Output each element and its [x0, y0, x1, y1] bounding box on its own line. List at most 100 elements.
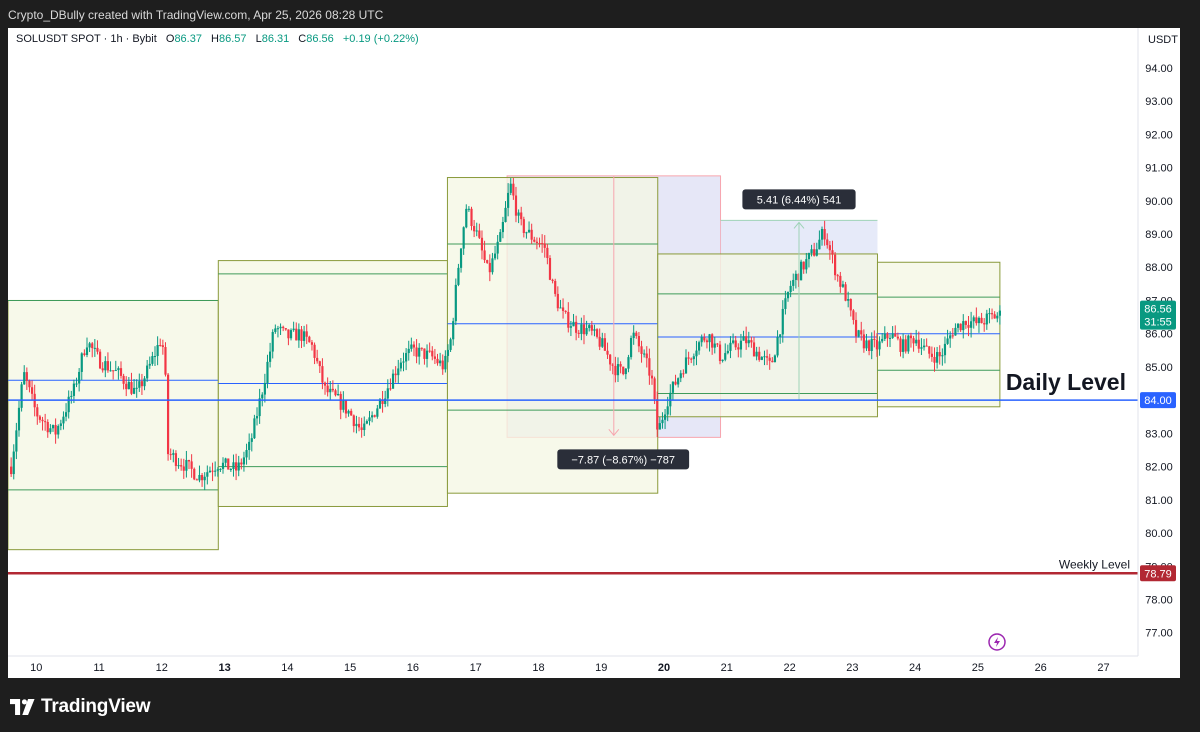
- candle-body: [195, 479, 198, 481]
- candle-body: [425, 350, 429, 359]
- candle-body: [258, 398, 261, 417]
- candle-body: [38, 416, 42, 420]
- candle-body: [912, 338, 915, 344]
- candle-body: [138, 381, 141, 388]
- tradingview-logo[interactable]: TradingView: [10, 696, 151, 718]
- candle-body: [556, 293, 559, 309]
- y-tick-label: 92.00: [1145, 129, 1173, 141]
- candle-body: [909, 335, 913, 339]
- x-tick-label: 18: [532, 662, 544, 674]
- y-tick-label: 91.00: [1145, 163, 1173, 175]
- candle-body: [765, 356, 769, 358]
- short-measure-arrowhead: [608, 429, 620, 437]
- candle-body: [546, 247, 549, 259]
- candle-body: [844, 284, 847, 301]
- price-chart[interactable]: −7.87 (−8.67%) −787 5.41 (6.44%) 541 Daily…: [8, 28, 1180, 678]
- candle-body: [881, 338, 884, 342]
- candle-body: [899, 338, 902, 352]
- candle-body: [221, 462, 225, 469]
- candle-body: [405, 353, 408, 362]
- candle-body: [248, 441, 251, 451]
- candle-body: [794, 273, 797, 280]
- candle-body: [180, 465, 183, 467]
- candle-body: [527, 229, 531, 233]
- candle-body: [263, 382, 266, 395]
- candle-body: [316, 357, 319, 362]
- candle-body: [522, 219, 525, 233]
- candle-body: [907, 335, 910, 352]
- candle-body: [697, 342, 701, 351]
- candle-body: [151, 356, 154, 364]
- candle-body: [512, 183, 515, 196]
- candle-body: [640, 346, 643, 354]
- candle-body: [44, 421, 47, 423]
- candle-body: [569, 326, 573, 328]
- candle-body: [700, 337, 703, 343]
- candle-body: [389, 388, 392, 390]
- candle-body: [329, 388, 332, 393]
- candle-body: [679, 373, 682, 379]
- candle-body: [439, 360, 442, 364]
- candle-body: [282, 326, 285, 329]
- candle-body: [501, 222, 504, 233]
- candle-body: [533, 239, 536, 242]
- candle-body: [789, 285, 792, 293]
- candle-body: [731, 340, 735, 343]
- candle-body: [993, 314, 996, 319]
- candle-body: [656, 399, 659, 430]
- candle-body: [894, 333, 897, 337]
- candle-body: [577, 332, 580, 334]
- candle-body: [739, 340, 743, 350]
- candle-body: [786, 292, 790, 299]
- candle-body: [598, 336, 601, 347]
- candle-body: [643, 353, 646, 355]
- candle-body: [878, 341, 881, 350]
- y-tick-label: 94.00: [1145, 63, 1173, 75]
- candle-body: [67, 396, 70, 413]
- candle-body: [229, 469, 232, 471]
- candle-body: [611, 364, 614, 366]
- candle-body: [933, 356, 936, 363]
- candle-body: [459, 248, 463, 268]
- y-tick-label: 81.00: [1145, 495, 1173, 507]
- candle-body: [253, 418, 256, 439]
- candle-body: [797, 273, 800, 281]
- daily-level-badge-text-0: 84.00: [1144, 395, 1172, 407]
- candle-body: [663, 414, 667, 420]
- x-tick-label: 19: [595, 662, 607, 674]
- candle-body: [122, 375, 125, 384]
- candle-body: [420, 347, 423, 349]
- candle-body: [870, 338, 873, 351]
- x-tick-label: 10: [30, 662, 42, 674]
- candle-body: [303, 331, 306, 341]
- candle-body: [768, 357, 771, 361]
- symbol-label[interactable]: SOLUSDT SPOT · 1h · Bybit: [16, 33, 157, 45]
- candle-body: [616, 364, 620, 376]
- y-tick-label: 89.00: [1145, 229, 1173, 241]
- candle-body: [671, 381, 675, 393]
- weekly-level-badge-text-0: 78.79: [1144, 568, 1172, 580]
- candle-body: [575, 321, 578, 333]
- candle-body: [62, 416, 65, 424]
- candle-body: [650, 375, 654, 379]
- candle-body: [653, 378, 656, 400]
- candle-body: [622, 366, 625, 375]
- candle-body: [127, 381, 130, 390]
- candle-body: [428, 350, 431, 352]
- candle-body: [284, 328, 287, 330]
- candle-body: [964, 321, 967, 325]
- candle-body: [441, 360, 444, 370]
- candle-body: [475, 230, 478, 232]
- candle-body: [862, 334, 865, 349]
- candle-body: [172, 453, 175, 455]
- candle-body: [860, 330, 863, 335]
- candle-body: [946, 338, 949, 344]
- attribution-bar: Crypto_DBully created with TradingView.c…: [0, 0, 1200, 28]
- candle-body: [737, 347, 740, 350]
- candle-body: [169, 454, 172, 456]
- chart-frame[interactable]: −7.87 (−8.67%) −787 5.41 (6.44%) 541 Daily…: [8, 28, 1180, 678]
- y-tick-label: 85.00: [1145, 362, 1173, 374]
- last-price-badge-text-0: 86.56: [1144, 304, 1172, 316]
- candle-body: [368, 417, 371, 422]
- candle-body: [580, 324, 583, 334]
